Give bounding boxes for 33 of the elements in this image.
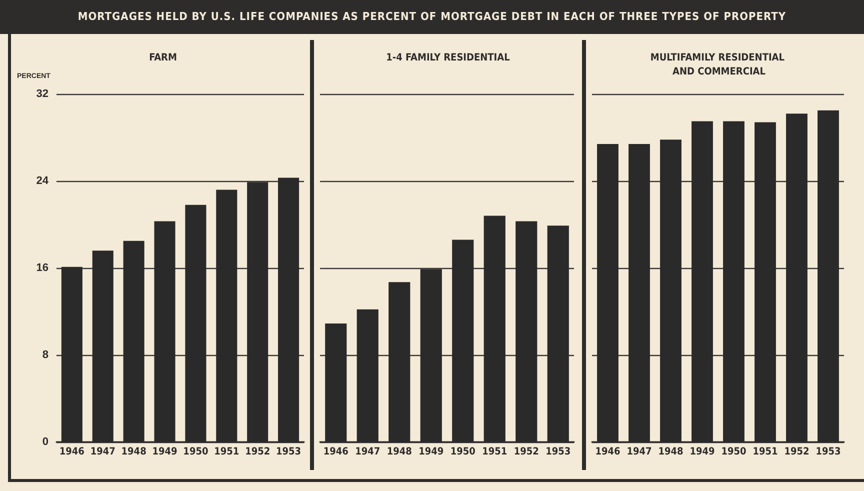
x-tick-label: 1947 — [90, 446, 116, 458]
x-tick-label: 1947 — [355, 446, 380, 458]
x-tick-label: 1952 — [245, 446, 270, 458]
chart-title: MULTIFAMILY RESIDENTIAL AND COMMERCIAL — [650, 52, 788, 78]
x-tick-label: 1948 — [658, 446, 684, 458]
x-tick-label: 1951 — [482, 446, 508, 458]
x-tick-label: 1948 — [386, 446, 412, 458]
text: MORTGAGES HELD BY U.S. LIFE COMPANIES AS PERCENT OF MORTGAGE DEBT IN EACH OF THREE TYPES OF PROPERTY — [78, 10, 786, 23]
chart-title: 1-4 FAMILY RESIDENTIAL — [386, 52, 510, 64]
x-tick-label: 1951 — [214, 446, 240, 458]
chart-title: FARM — [149, 52, 177, 64]
x-tick-label: 1953 — [816, 446, 841, 458]
x-tick-label: 1952 — [784, 446, 810, 458]
x-tick-label: 1946 — [595, 446, 620, 458]
x-tick-label: 1952 — [514, 446, 539, 458]
y-tick-label: 32 — [36, 88, 48, 100]
x-tick-label: 1948 — [121, 446, 146, 458]
y-tick-label: 0 — [42, 436, 48, 448]
x-tick-label: 1947 — [626, 446, 652, 458]
y-tick-label: 16 — [36, 262, 48, 274]
x-tick-label: 1953 — [276, 446, 302, 458]
x-tick-label: 1953 — [546, 446, 571, 458]
x-tick-label: 1946 — [59, 446, 84, 458]
y-tick-label: 24 — [36, 175, 50, 187]
x-tick-label: 1951 — [752, 446, 778, 458]
x-tick-label: 1946 — [323, 446, 348, 458]
x-tick-label: 1950 — [721, 446, 746, 458]
x-tick-label: 1950 — [450, 446, 476, 458]
y-tick-label: 8 — [42, 349, 48, 361]
x-tick-label: 1950 — [183, 446, 208, 458]
x-tick-label: 1949 — [690, 446, 715, 458]
x-tick-label: 1949 — [152, 446, 178, 458]
x-tick-label: 1949 — [418, 446, 444, 458]
